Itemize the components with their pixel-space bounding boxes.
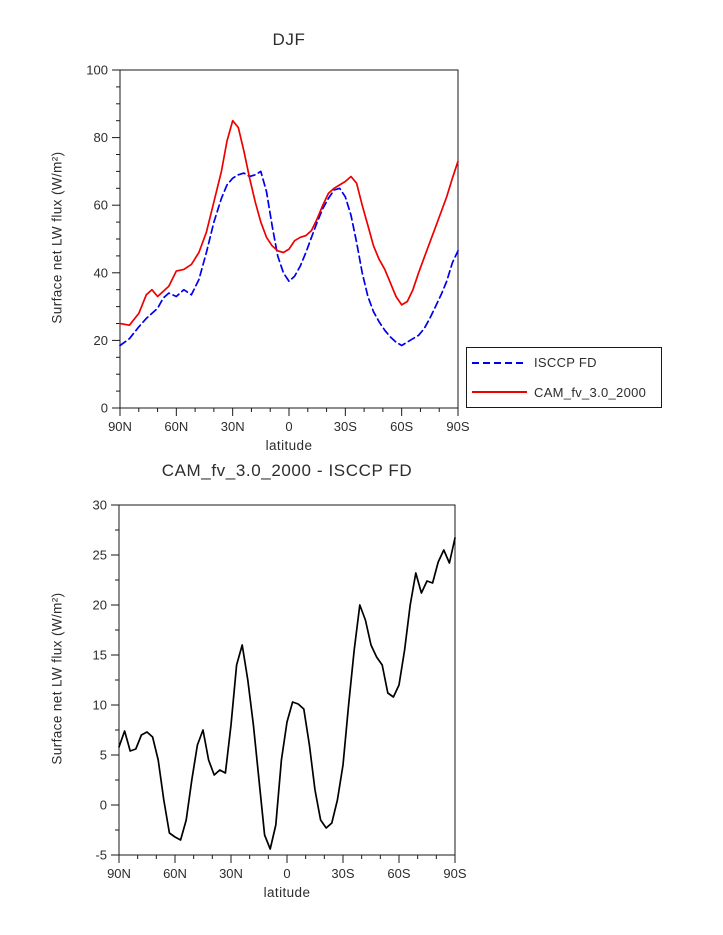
- svg-text:30S: 30S: [331, 866, 354, 881]
- isccp-dashed-line-sample: [472, 361, 527, 364]
- top-chart-title: DJF: [272, 30, 306, 49]
- svg-text:80: 80: [94, 130, 108, 145]
- svg-text:0: 0: [283, 866, 290, 881]
- svg-text:20: 20: [93, 598, 107, 613]
- legend: ISCCP FD CAM_fv_3.0_2000: [466, 347, 662, 408]
- svg-text:30N: 30N: [219, 866, 243, 881]
- legend-item-cam: CAM_fv_3.0_2000: [467, 378, 661, 406]
- legend-label-isccp-fd: ISCCP FD: [534, 355, 597, 371]
- svg-text:90N: 90N: [107, 866, 131, 881]
- svg-text:30: 30: [93, 498, 107, 513]
- bottom-chart-title: CAM_fv_3.0_2000 - ISCCP FD: [161, 461, 413, 480]
- svg-text:30S: 30S: [334, 419, 357, 434]
- legend-item-isccp-fd: ISCCP FD: [467, 349, 661, 377]
- svg-text:60N: 60N: [164, 419, 188, 434]
- bottom-chart-canvas: -5 0 5 10 15 20 25 30 90N 60N 30N 0 30S 60S 90S: [93, 498, 467, 882]
- svg-text:90N: 90N: [108, 419, 132, 434]
- svg-text:90S: 90S: [446, 419, 469, 434]
- svg-text:10: 10: [93, 698, 107, 713]
- legend-label-cam: CAM_fv_3.0_2000: [534, 384, 647, 400]
- svg-text:60N: 60N: [163, 866, 187, 881]
- svg-text:15: 15: [93, 648, 107, 663]
- svg-text:60: 60: [94, 198, 108, 213]
- svg-text:0: 0: [285, 419, 292, 434]
- svg-text:5: 5: [100, 748, 107, 763]
- top-x-axis-label: latitude: [265, 438, 313, 453]
- svg-text:20: 20: [94, 333, 108, 348]
- svg-text:25: 25: [93, 548, 107, 563]
- svg-text:0: 0: [101, 401, 108, 416]
- cam-solid-line-sample: [472, 391, 527, 394]
- bottom-y-axis-label: Surface net LW flux (W/m²): [49, 592, 65, 765]
- top-chart-canvas: 0 20 40 60 80 100 90N 60N 30N 0 30S 60S 90S: [86, 63, 470, 435]
- top-y-axis-label: Surface net LW flux (W/m²): [49, 151, 65, 324]
- svg-text:30N: 30N: [221, 419, 245, 434]
- svg-text:40: 40: [94, 265, 108, 280]
- bottom-x-axis-label: latitude: [263, 885, 311, 900]
- svg-text:60S: 60S: [390, 419, 413, 434]
- svg-text:60S: 60S: [387, 866, 410, 881]
- svg-text:90S: 90S: [443, 866, 466, 881]
- svg-text:100: 100: [86, 63, 108, 78]
- svg-text:-5: -5: [95, 848, 107, 863]
- svg-text:0: 0: [100, 798, 107, 813]
